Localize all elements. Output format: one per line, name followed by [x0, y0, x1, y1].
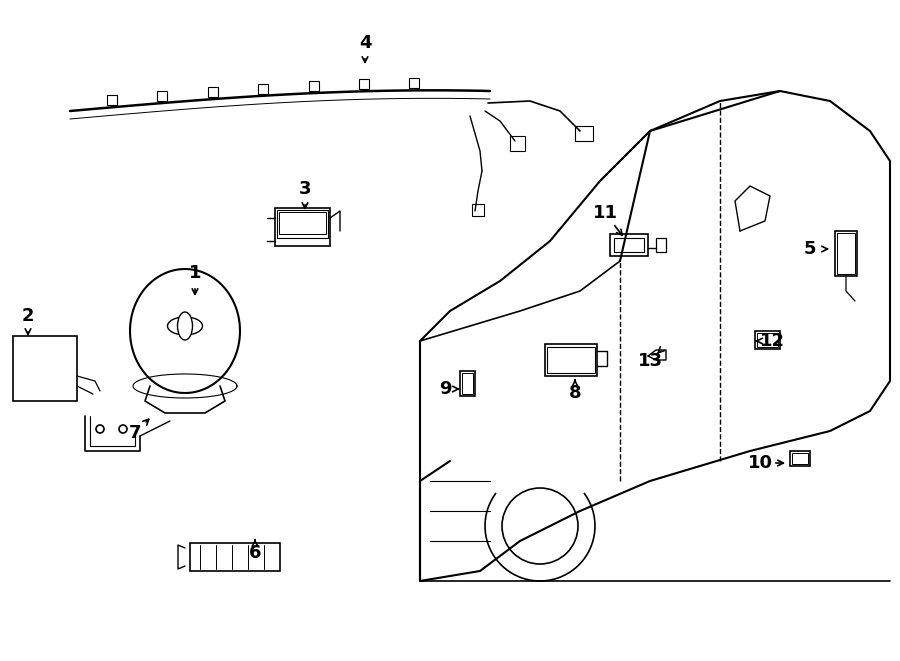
Bar — [275, 208, 330, 246]
Text: 5: 5 — [804, 240, 816, 258]
Bar — [277, 210, 328, 238]
Text: 6: 6 — [248, 544, 261, 562]
Bar — [208, 87, 218, 97]
Bar — [13, 336, 77, 401]
Text: 7: 7 — [129, 424, 141, 442]
Text: 13: 13 — [637, 352, 662, 370]
Bar — [472, 204, 484, 216]
Bar — [835, 231, 857, 276]
Bar — [547, 347, 595, 373]
Bar — [462, 373, 473, 394]
Text: 2: 2 — [22, 307, 34, 325]
Bar — [309, 81, 319, 91]
Text: 1: 1 — [189, 264, 202, 282]
Bar — [614, 238, 644, 252]
Bar — [258, 84, 268, 94]
Bar — [158, 91, 167, 101]
Text: 4: 4 — [359, 34, 371, 52]
Bar — [790, 451, 810, 466]
Bar — [190, 543, 280, 571]
Bar — [510, 136, 525, 151]
Bar — [792, 453, 808, 464]
Text: 8: 8 — [569, 384, 581, 402]
Text: 12: 12 — [760, 332, 785, 350]
Text: 11: 11 — [592, 204, 617, 222]
Bar — [610, 234, 648, 256]
Bar — [837, 233, 855, 274]
Bar — [359, 79, 369, 89]
Bar — [410, 79, 419, 89]
Text: 3: 3 — [299, 180, 311, 198]
Bar — [656, 238, 666, 252]
Text: 10: 10 — [748, 454, 772, 472]
Bar — [755, 331, 780, 349]
Bar — [757, 333, 778, 347]
Ellipse shape — [167, 317, 202, 335]
Bar — [279, 212, 326, 234]
Ellipse shape — [177, 312, 193, 340]
Bar — [575, 126, 593, 141]
Text: 9: 9 — [439, 380, 451, 398]
Bar — [107, 95, 117, 105]
Bar — [545, 344, 597, 376]
Bar — [460, 371, 475, 396]
